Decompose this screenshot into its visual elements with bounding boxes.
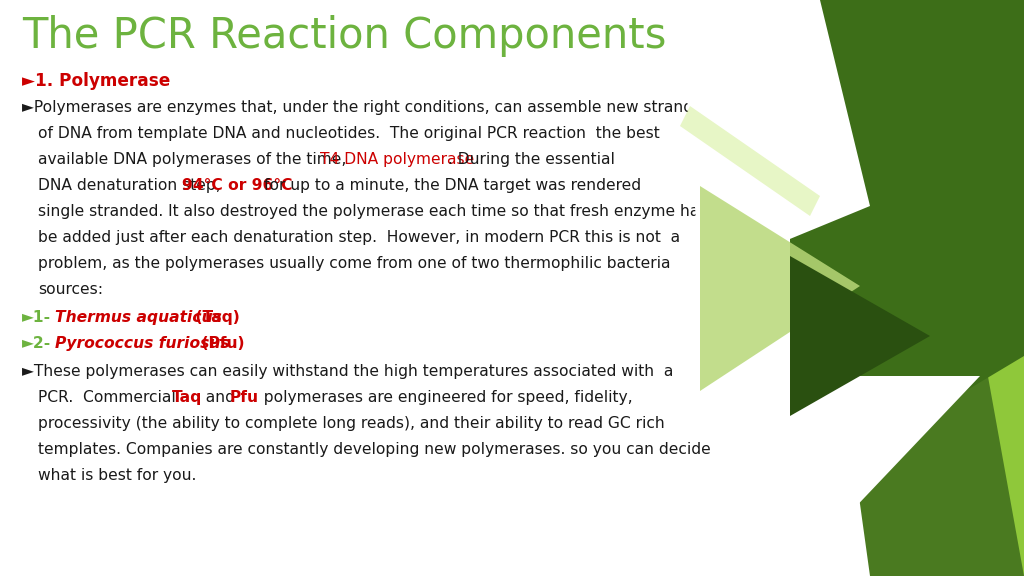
- Polygon shape: [700, 186, 860, 391]
- Polygon shape: [920, 0, 1024, 576]
- Text: problem, as the polymerases usually come from one of two thermophilic bacteria: problem, as the polymerases usually come…: [38, 256, 671, 271]
- Text: 94°C or 96°C: 94°C or 96°C: [182, 178, 293, 193]
- Text: ►1-: ►1-: [22, 310, 51, 325]
- Text: be added just after each denaturation step.  However, in modern PCR this is not : be added just after each denaturation st…: [38, 230, 680, 245]
- Text: ►1. Polymerase: ►1. Polymerase: [22, 72, 170, 90]
- Text: for up to a minute, the DNA target was rendered: for up to a minute, the DNA target was r…: [264, 178, 641, 193]
- Polygon shape: [660, 376, 980, 576]
- Text: Taq: Taq: [172, 390, 203, 405]
- Text: available DNA polymerases of the time,: available DNA polymerases of the time,: [38, 152, 346, 167]
- Polygon shape: [790, 256, 930, 416]
- Text: T4 DNA polymerase: T4 DNA polymerase: [319, 152, 474, 167]
- Text: ►2-: ►2-: [22, 336, 51, 351]
- Text: Pyrococcus furiosus: Pyrococcus furiosus: [55, 336, 229, 351]
- Text: ►Polymerases are enzymes that, under the right conditions, can assemble new stra: ►Polymerases are enzymes that, under the…: [22, 100, 701, 115]
- Text: PCR.  Commercial: PCR. Commercial: [38, 390, 176, 405]
- Polygon shape: [680, 0, 870, 276]
- Text: polymerases are engineered for speed, fidelity,: polymerases are engineered for speed, fi…: [254, 390, 633, 405]
- Text: The PCR Reaction Components: The PCR Reaction Components: [22, 15, 667, 57]
- Text: DNA denaturation step,: DNA denaturation step,: [38, 178, 221, 193]
- Text: single stranded. It also destroyed the polymerase each time so that fresh enzyme: single stranded. It also destroyed the p…: [38, 204, 730, 219]
- Text: templates. Companies are constantly developing new polymerases. so you can decid: templates. Companies are constantly deve…: [38, 442, 711, 457]
- Text: sources:: sources:: [38, 282, 103, 297]
- Text: . During the essential: . During the essential: [449, 152, 614, 167]
- Polygon shape: [680, 106, 820, 216]
- Text: of DNA from template DNA and nucleotides.  The original PCR reaction  the best: of DNA from template DNA and nucleotides…: [38, 126, 659, 141]
- Text: (Taq): (Taq): [190, 310, 240, 325]
- Text: (Pfu): (Pfu): [196, 336, 245, 351]
- Polygon shape: [790, 0, 1024, 496]
- Text: and: and: [196, 390, 234, 405]
- Text: processivity (the ability to complete long reads), and their ability to read GC : processivity (the ability to complete lo…: [38, 416, 665, 431]
- Text: what is best for you.: what is best for you.: [38, 468, 197, 483]
- Polygon shape: [790, 0, 1024, 576]
- Text: Thermus aquaticus: Thermus aquaticus: [55, 310, 222, 325]
- Text: ►These polymerases can easily withstand the high temperatures associated with  a: ►These polymerases can easily withstand …: [22, 364, 674, 379]
- Text: Pfu: Pfu: [230, 390, 259, 405]
